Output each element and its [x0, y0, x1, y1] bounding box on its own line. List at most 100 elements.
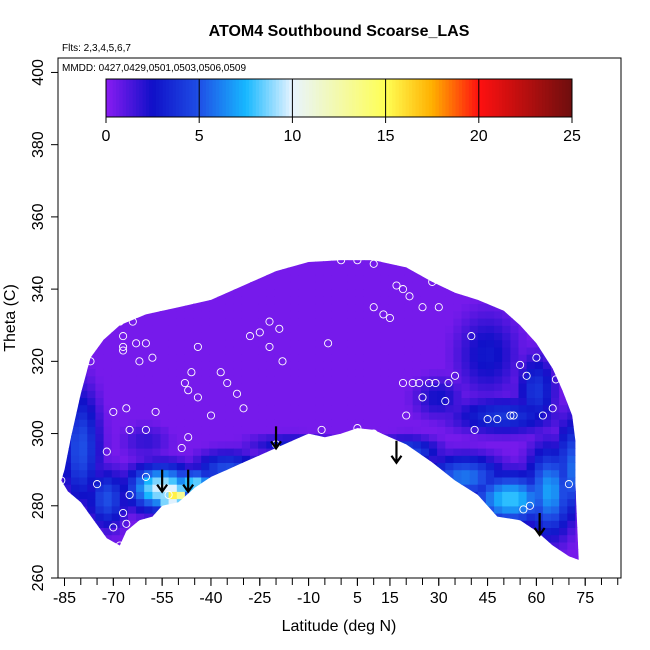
heatmap-cell [62, 260, 72, 268]
colorbar-swatch [222, 79, 227, 117]
heatmap-cell [111, 289, 121, 297]
heatmap-cell [79, 476, 88, 485]
heatmap-cell [437, 375, 446, 384]
heatmap-cell [502, 433, 511, 442]
heatmap-cell [152, 267, 162, 276]
heatmap-cell [323, 368, 332, 377]
heatmap-cell [485, 339, 495, 348]
heatmap-cell [355, 411, 365, 420]
heatmap-cell [184, 368, 194, 377]
heatmap-cell [461, 448, 471, 456]
heatmap-cell [144, 476, 153, 485]
heatmap-cell [404, 368, 414, 377]
heatmap-cell [152, 513, 162, 521]
heatmap-cell [559, 520, 568, 528]
heatmap-cell [355, 325, 365, 333]
heatmap-cell [258, 513, 267, 521]
heatmap-cell [477, 541, 487, 550]
heatmap-cell [534, 368, 544, 377]
heatmap-cell [510, 534, 520, 543]
heatmap-cell [567, 260, 576, 261]
chart-title: ATOM4 Southbound Scoarse_LAS [209, 23, 470, 40]
heatmap-cell [575, 339, 579, 348]
heatmap-cell [526, 455, 536, 463]
heatmap-cell [169, 564, 178, 572]
heatmap-cell [477, 433, 487, 442]
heatmap-cell [217, 520, 227, 528]
heatmap-cell [534, 455, 544, 463]
heatmap-cell [559, 318, 568, 326]
colorbar-swatch [249, 79, 253, 117]
sample-point [369, 429, 378, 438]
heatmap-cell [363, 346, 373, 355]
heatmap-cell [510, 556, 520, 560]
heatmap-cell [282, 448, 292, 456]
heatmap-cell [559, 505, 568, 514]
heatmap-cell [87, 541, 96, 550]
heatmap-cell [176, 310, 186, 319]
colorbar-swatch [165, 79, 170, 117]
colorbar-swatch [505, 79, 510, 117]
heatmap-cell [298, 281, 308, 290]
heatmap-cell [477, 397, 487, 406]
heatmap-cell [567, 390, 576, 398]
sample-point [125, 425, 134, 434]
heatmap-cell [87, 476, 96, 485]
heatmap-cell [461, 404, 471, 413]
heatmap-cell [567, 296, 576, 305]
heatmap-cell [184, 325, 194, 333]
heatmap-cell [534, 549, 544, 557]
heatmap-cell [477, 346, 487, 355]
heatmap-cell [363, 260, 373, 261]
heatmap-cell [559, 564, 568, 572]
heatmap-cell [437, 289, 446, 297]
heatmap-cell [420, 476, 430, 485]
heatmap-cell [534, 448, 544, 456]
heatmap-cell [209, 469, 218, 478]
heatmap-cell [61, 476, 64, 485]
heatmap-cell [258, 404, 267, 413]
heatmap-cell [412, 476, 422, 485]
heatmap-cell [112, 564, 121, 572]
heatmap-cell [111, 332, 121, 341]
heatmap-cell [136, 527, 145, 536]
heatmap-cell [519, 564, 528, 572]
heatmap-cell [136, 397, 145, 406]
heatmap-cell [372, 476, 381, 485]
sample-point [353, 424, 362, 433]
heatmap-cell [534, 361, 544, 370]
heatmap-cell [502, 484, 511, 492]
heatmap-cell [144, 310, 153, 319]
heatmap-cell [111, 476, 121, 485]
heatmap-cell [160, 556, 170, 560]
heatmap-cell [494, 527, 503, 536]
heatmap-cell [184, 274, 194, 283]
heatmap-cell [542, 361, 552, 370]
heatmap-cell [103, 339, 113, 348]
heatmap-cell [62, 505, 72, 514]
heatmap-cell [551, 498, 560, 507]
heatmap-cell [168, 390, 178, 398]
heatmap-cell [347, 448, 357, 456]
heatmap-cell [128, 281, 137, 290]
heatmap-cell [307, 274, 316, 283]
heatmap-cell [250, 361, 259, 370]
heatmap-cell [87, 549, 96, 557]
heatmap-cell [331, 274, 341, 283]
heatmap-cell [298, 541, 308, 550]
heatmap-cell [534, 426, 544, 435]
heatmap-cell [136, 513, 145, 521]
colorbar-swatch [515, 79, 520, 117]
heatmap-cell [71, 462, 80, 471]
heatmap-cell [372, 274, 381, 283]
heatmap-cell [119, 375, 129, 384]
heatmap-cell [144, 505, 153, 514]
heatmap-cell [567, 303, 576, 312]
heatmap-cell [412, 390, 422, 398]
colorbar-swatch [568, 79, 573, 117]
heatmap-cell [347, 339, 357, 348]
heatmap-cell [477, 375, 487, 384]
heatmap-cell [461, 368, 471, 377]
heatmap-cell [331, 267, 341, 276]
heatmap-cell [62, 368, 72, 377]
